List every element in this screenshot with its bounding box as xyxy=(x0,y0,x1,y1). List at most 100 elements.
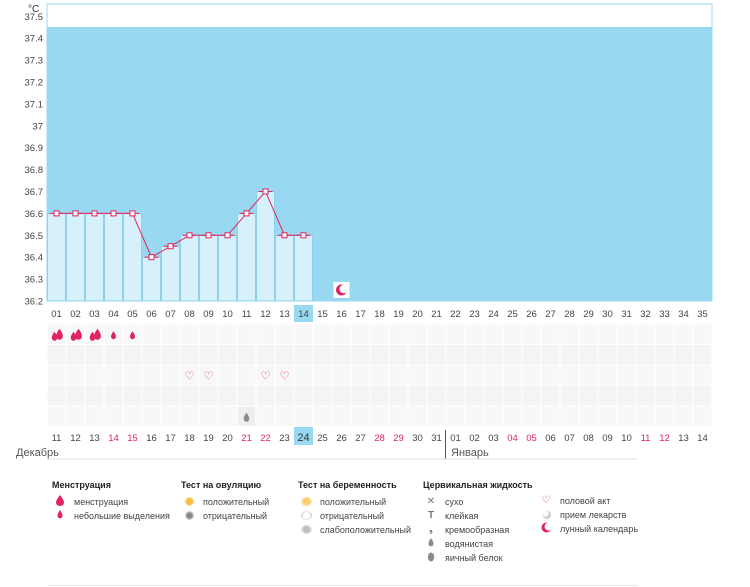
date-label: 29 xyxy=(393,433,404,444)
grid-cell xyxy=(199,386,218,406)
grid-cell xyxy=(427,324,446,344)
temperature-point xyxy=(281,232,288,239)
y-tick-label: 37.3 xyxy=(25,56,44,67)
y-axis-ticks: 37.5 37.4 37.3 37.2 37.1 37 36.9 36.8 36.7 36.6 36… xyxy=(25,12,44,308)
grid-cell xyxy=(313,345,332,365)
temperature-bar xyxy=(161,245,180,302)
grid-cell xyxy=(655,386,674,406)
cycle-day-label: 17 xyxy=(355,309,366,320)
cycle-day-label: 11 xyxy=(242,309,252,320)
grid-cell xyxy=(351,324,370,344)
cycle-day-label: 26 xyxy=(526,309,537,320)
grid-cell xyxy=(636,324,655,344)
legend-title: Тест на беременность xyxy=(298,480,397,490)
grid-cell xyxy=(370,324,389,344)
grid-cell xyxy=(218,406,237,426)
grid-cell xyxy=(636,386,655,406)
cycle-day-label: 24 xyxy=(488,309,499,320)
grid-cell xyxy=(370,365,389,385)
grid-cell xyxy=(104,365,123,385)
grid-cell xyxy=(484,345,503,365)
grid-cell xyxy=(351,345,370,365)
grid-cell xyxy=(142,365,161,385)
heart-icon: ♡ xyxy=(541,495,551,506)
grid-cell xyxy=(484,324,503,344)
grid-cell xyxy=(522,386,541,406)
legend-pregnancy-test: Тест на беременность положительный отриц… xyxy=(298,480,411,537)
grid-cell xyxy=(275,386,294,406)
grid-cell xyxy=(408,386,427,406)
date-label: 05 xyxy=(526,433,537,444)
grid-cell xyxy=(142,386,161,406)
y-tick-label: 37.5 xyxy=(25,12,44,23)
grid-cell xyxy=(351,406,370,426)
date-label: 11 xyxy=(641,433,651,444)
legend-item: положительный xyxy=(181,495,269,509)
heavy-flow-icon xyxy=(51,331,58,341)
grid-cell xyxy=(560,406,579,426)
temperature-bar xyxy=(123,212,142,302)
grid-cell xyxy=(503,345,522,365)
grid-cell xyxy=(237,365,256,385)
legend-item: ♡ половой акт xyxy=(538,494,638,508)
grid-cell xyxy=(104,406,123,426)
watery-drop-icon xyxy=(243,412,250,422)
grid-cell xyxy=(560,365,579,385)
grid-cell xyxy=(161,324,180,344)
grid-cell xyxy=(85,345,104,365)
date-label: 04 xyxy=(507,433,518,444)
temperature-point xyxy=(129,210,136,217)
moon-icon-cut xyxy=(339,284,349,294)
legend-item: прием лекарств xyxy=(538,508,638,522)
temperature-point xyxy=(224,232,231,239)
grid-cell xyxy=(294,365,313,385)
grid-cell xyxy=(237,324,256,344)
grid-cell xyxy=(199,406,218,426)
temperature-bar xyxy=(294,234,313,302)
grid-cell xyxy=(636,365,655,385)
grid-cell xyxy=(389,386,408,406)
date-label: 16 xyxy=(146,433,157,444)
y-tick-label: 36.5 xyxy=(25,231,44,242)
grid-cell xyxy=(427,365,446,385)
grid-cell xyxy=(541,324,560,344)
month-label-december: Декабрь xyxy=(16,447,59,459)
y-tick-label: 36.8 xyxy=(25,165,44,176)
date-label: 20 xyxy=(222,433,233,444)
grid-cell xyxy=(332,324,351,344)
grid-cell xyxy=(256,345,275,365)
date-axis: 11 12 13 14 15 16 17 18 19 20 21 22 23 24 25 26 27 28 29 30… xyxy=(47,427,708,460)
grid-cell xyxy=(446,406,465,426)
grid-cell xyxy=(617,324,636,344)
grid-cell xyxy=(446,386,465,406)
grid-cell xyxy=(161,406,180,426)
grid-cell xyxy=(142,324,161,344)
grid-cell xyxy=(617,386,636,406)
grid-cell xyxy=(256,324,275,344)
grid-cell xyxy=(256,386,275,406)
grid-cell xyxy=(370,345,389,365)
grid-cell xyxy=(66,386,85,406)
grid-cell xyxy=(541,406,560,426)
grid-cell xyxy=(541,386,560,406)
grid-cell xyxy=(256,406,275,426)
temperature-point xyxy=(72,210,79,217)
date-label: 12 xyxy=(70,433,81,444)
temperature-bar xyxy=(142,256,161,302)
cycle-day-label: 33 xyxy=(659,309,670,320)
date-label: 25 xyxy=(317,433,328,444)
y-tick-label: 37.2 xyxy=(25,78,44,89)
grid-cell xyxy=(332,406,351,426)
grid-cell xyxy=(522,406,541,426)
grid-cell xyxy=(85,406,104,426)
legend-item: менструация xyxy=(52,495,170,509)
grid-cell xyxy=(294,345,313,365)
grid-cell xyxy=(446,365,465,385)
grid-cell xyxy=(465,345,484,365)
grid-cell xyxy=(180,365,199,385)
y-tick-label: 36.2 xyxy=(25,297,44,308)
grid-cell xyxy=(503,386,522,406)
legend-title: Тест на овуляцию xyxy=(181,480,262,490)
grid-cell xyxy=(408,324,427,344)
cycle-day-label: 21 xyxy=(431,309,442,320)
